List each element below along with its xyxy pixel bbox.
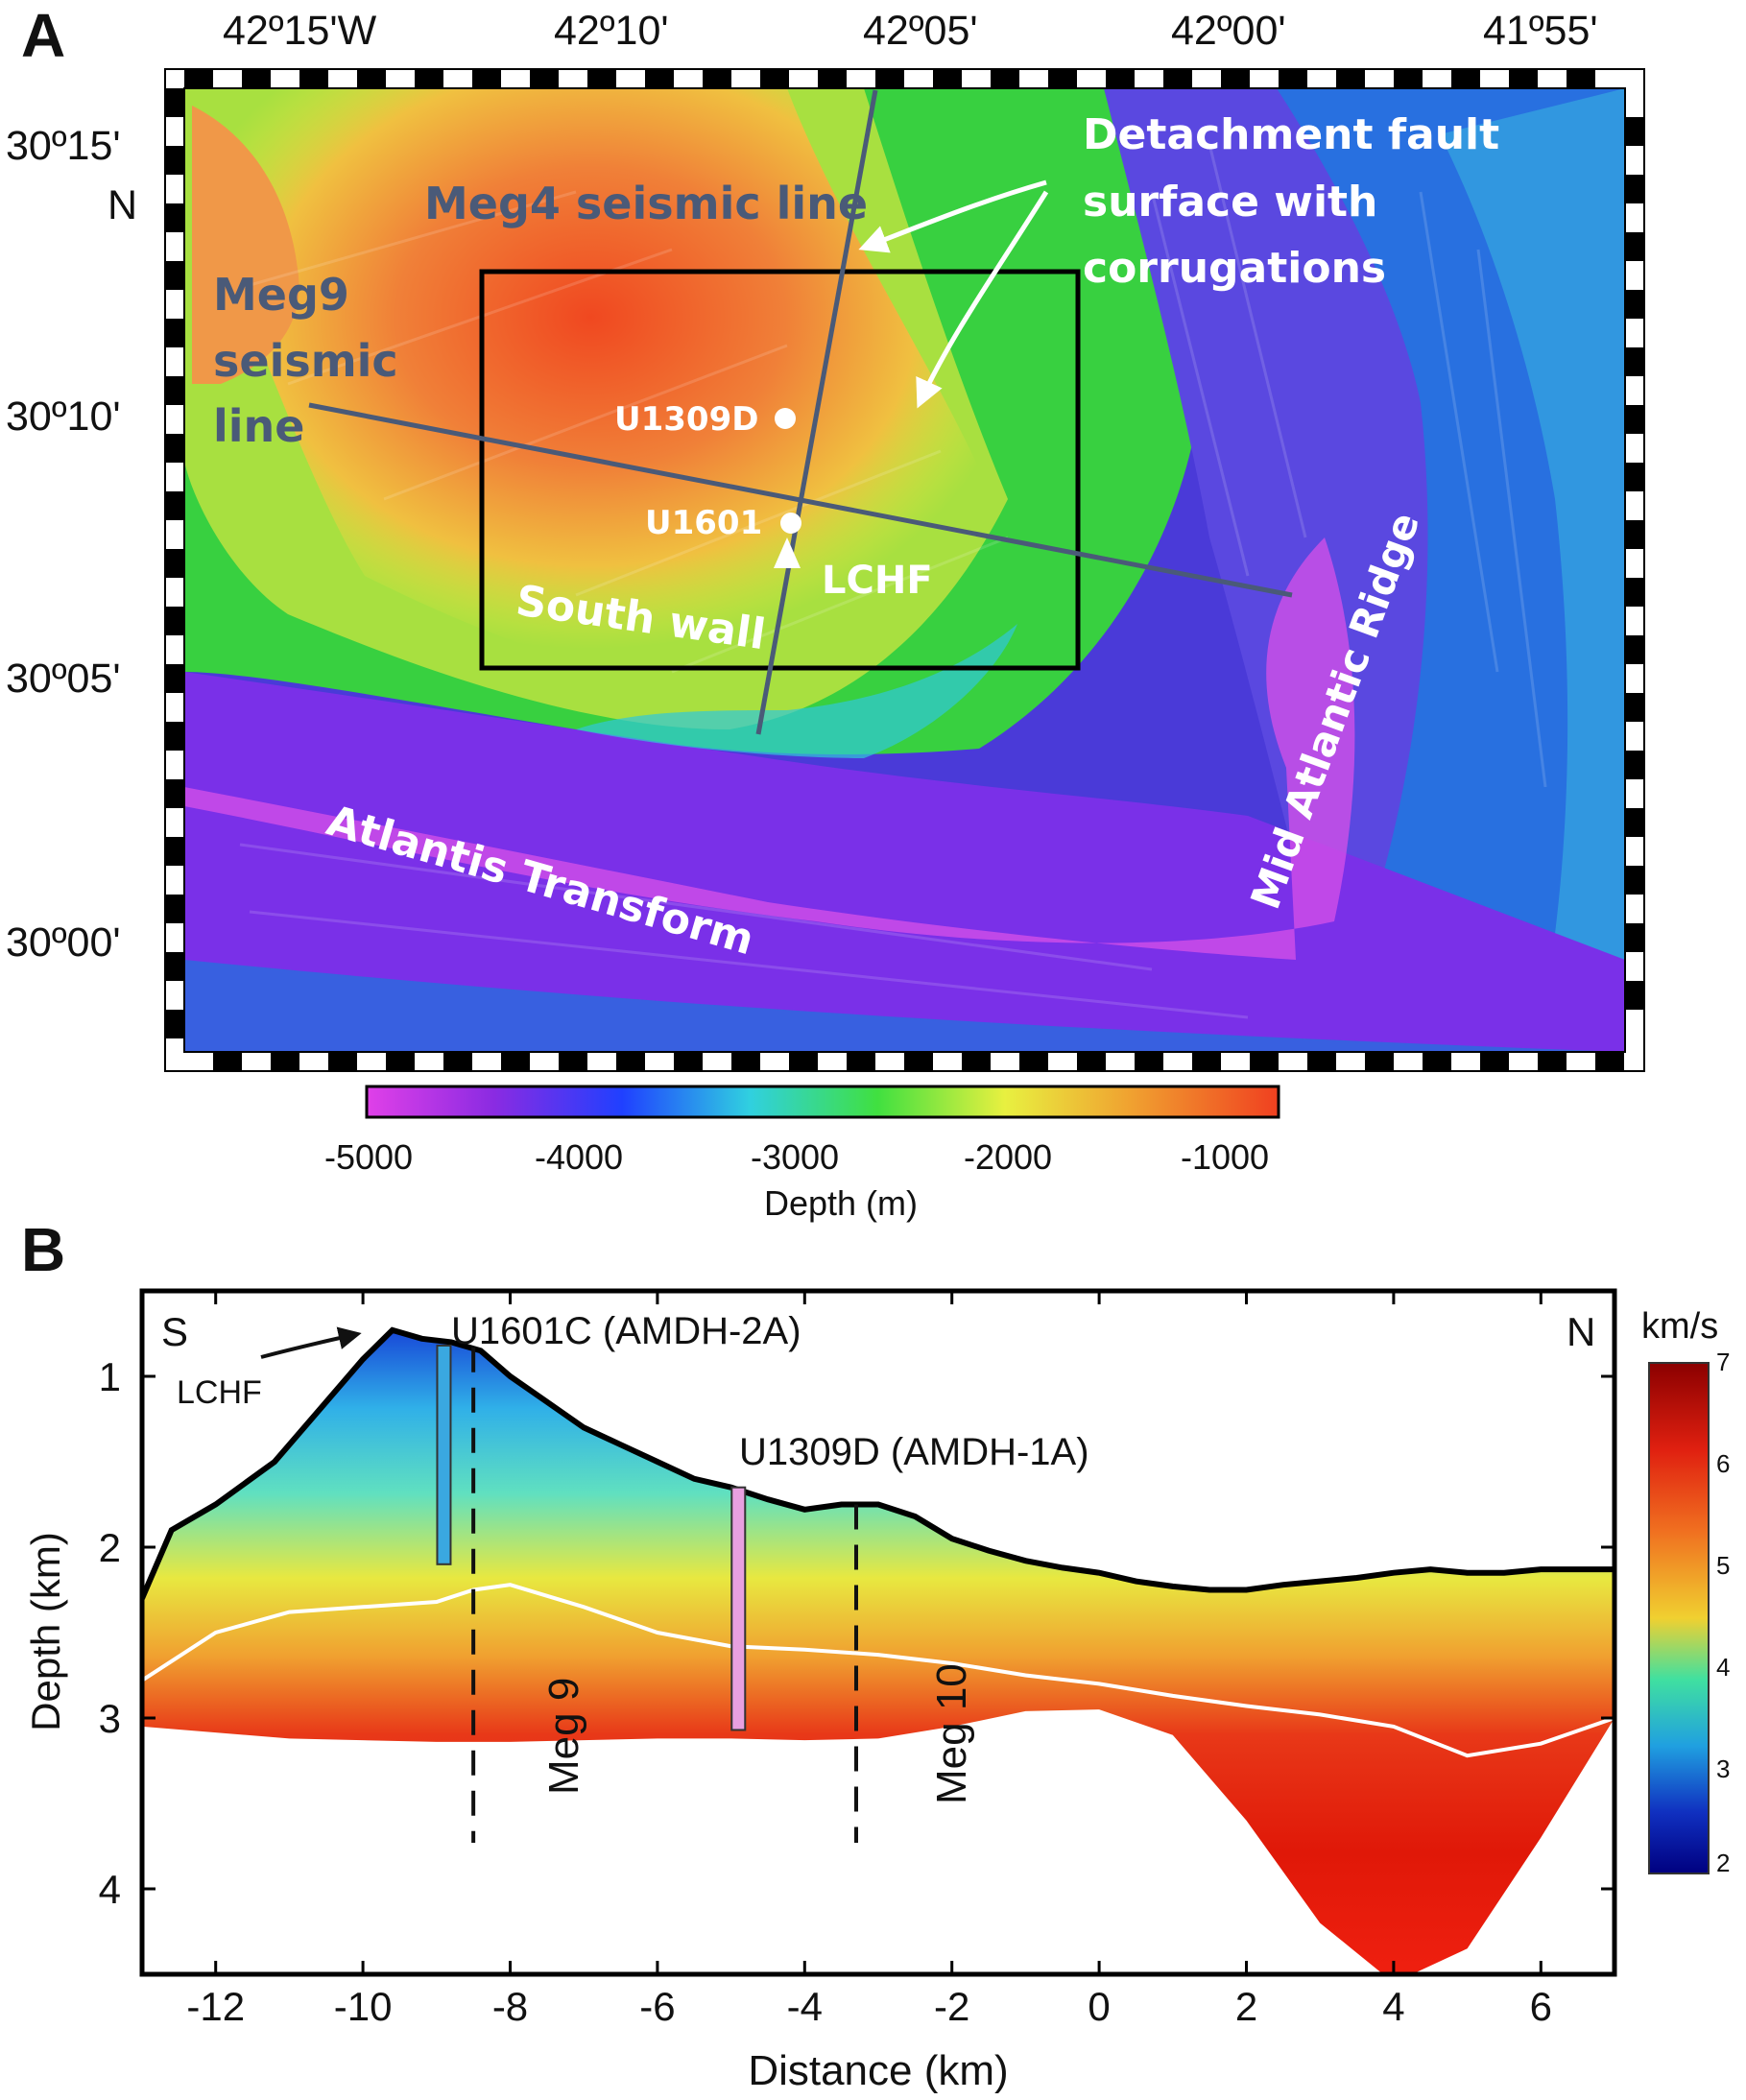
borehole-2: [730, 1486, 747, 1731]
vel-tick-3: 3: [1716, 1754, 1730, 1783]
panel-a-letter: A: [21, 1, 66, 70]
velocity-section-plot: -12 -10 -8 -6 -4 -2 0 2 4 6 1 2 3 4: [99, 1288, 1617, 2029]
x-tick-label-6: 0: [1088, 1984, 1110, 2029]
vel-tick-7: 7: [1716, 1348, 1730, 1376]
lchf-arrow: [260, 1326, 362, 1359]
lon-label-1: 42º15'W: [223, 8, 377, 54]
lon-label-5: 41º55': [1483, 8, 1598, 54]
x-tick-label-1: -10: [334, 1984, 393, 2029]
north-label: N: [1567, 1309, 1595, 1354]
depth-tick-2: -4000: [535, 1137, 623, 1177]
lat-label-1: 30º15': [6, 123, 121, 169]
lchf-marker: [774, 537, 801, 568]
depth-colorbar: [365, 1085, 1280, 1119]
depth-colorbar-label: Depth (m): [764, 1183, 918, 1223]
meg9-label-3: line: [213, 400, 304, 452]
velocity-colorbar: [1648, 1362, 1710, 1874]
y-tick-label-1: 2: [99, 1525, 121, 1570]
velocity-contour-line: [142, 1583, 1614, 1758]
x-tick-label-3: -6: [639, 1984, 675, 2029]
depth-tick-3: -3000: [751, 1137, 839, 1177]
meg4-label: Meg4 seismic line: [424, 178, 868, 229]
lchf-section-label: LCHF: [177, 1374, 262, 1411]
lat-label-n: N: [108, 182, 138, 228]
study-area-box: [479, 269, 1081, 671]
x-tick-label-8: 4: [1382, 1984, 1404, 2029]
vel-tick-6: 6: [1716, 1449, 1730, 1478]
meg9-label-1: Meg9: [213, 269, 349, 321]
y-tick-label-3: 4: [99, 1867, 121, 1912]
detachment-arrow-1: [858, 179, 1047, 253]
y-tick-label-2: 3: [99, 1696, 121, 1741]
section-frame: [139, 1288, 1617, 1977]
u1309d-label: U1309D: [614, 400, 758, 439]
lon-label-4: 42º00': [1171, 8, 1286, 54]
section-y-axis-label: Depth (km): [23, 1532, 68, 1731]
velocity-unit-label: km/s: [1641, 1306, 1718, 1347]
lon-label-3: 42º05': [863, 8, 978, 54]
depth-tick-5: -1000: [1181, 1137, 1269, 1177]
u1601c-label: U1601C (AMDH-2A): [451, 1310, 801, 1352]
section-x-axis-label: Distance (km): [748, 2047, 1008, 2094]
detachment-label-3: corrugations: [1083, 244, 1386, 293]
meg10-section-label: Meg 10: [928, 1663, 975, 1804]
map-frame: [164, 68, 1645, 1072]
seafloor-profile-line: [142, 1326, 1614, 1600]
lat-label-4: 30º00': [6, 919, 121, 966]
detachment-label-2: surface with: [1083, 178, 1377, 227]
x-tick-label-5: -2: [934, 1984, 969, 2029]
x-tick-label-2: -8: [492, 1984, 528, 2029]
lchf-map-label: LCHF: [822, 559, 933, 603]
vel-tick-2: 2: [1716, 1849, 1730, 1877]
u1601-marker: [780, 513, 801, 534]
south-label: S: [161, 1309, 188, 1354]
detachment-label-1: Detachment fault: [1083, 110, 1499, 159]
borehole-1: [436, 1344, 452, 1565]
velocity-model-body: [142, 1329, 1614, 1974]
x-tick-label-7: 2: [1235, 1984, 1257, 2029]
x-tick-label-4: -4: [787, 1984, 823, 2029]
lat-label-2: 30º10': [6, 394, 121, 440]
x-tick-label-9: 6: [1530, 1984, 1552, 2029]
depth-tick-1: -5000: [324, 1137, 413, 1177]
vel-tick-5: 5: [1716, 1551, 1730, 1580]
bathymetry-map: [184, 88, 1625, 1052]
meg9-section-label: Meg 9: [540, 1678, 587, 1795]
x-tick-label-0: -12: [186, 1984, 245, 2029]
depth-tick-4: -2000: [964, 1137, 1052, 1177]
depth-colorbar-ticks: -5000 -4000 -3000 -2000 -1000: [324, 1137, 1269, 1177]
u1309d-section-label: U1309D (AMDH-1A): [739, 1431, 1089, 1473]
meg4-seismic-line: [755, 89, 878, 735]
meg9-seismic-line: [308, 402, 1293, 598]
lat-label-3: 30º05': [6, 656, 121, 702]
vel-tick-4: 4: [1716, 1653, 1730, 1682]
u1309d-marker: [775, 408, 796, 429]
detachment-arrow-2: [916, 190, 1049, 409]
meg9-label-2: seismic: [213, 335, 398, 387]
panel-b-letter: B: [21, 1215, 66, 1284]
y-tick-label-0: 1: [99, 1354, 121, 1399]
lon-label-2: 42º10': [554, 8, 669, 54]
u1601-label: U1601: [645, 504, 762, 542]
